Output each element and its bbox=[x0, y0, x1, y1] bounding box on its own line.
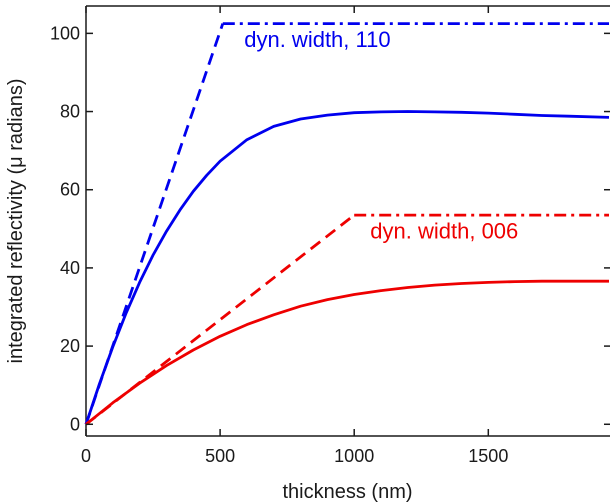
x-tick-label: 0 bbox=[81, 446, 91, 466]
plot-area bbox=[85, 5, 610, 437]
axis-layer: 0 500 1000 1500 0 20 40 60 80 100 bbox=[50, 6, 610, 466]
annotation-layer: dyn. width, 110 dyn. width, 006 bbox=[244, 27, 518, 244]
y-tick-label: 80 bbox=[60, 102, 80, 122]
x-tick-label: 1500 bbox=[468, 446, 508, 466]
y-axis-title: integrated reflectivity (μ radians) bbox=[5, 79, 27, 364]
y-tick-label: 100 bbox=[50, 23, 80, 43]
x-tick-label: 1000 bbox=[334, 446, 374, 466]
series-line bbox=[84, 23, 225, 425]
y-tick-label: 0 bbox=[70, 414, 80, 434]
series-line bbox=[85, 279, 609, 426]
series-layer bbox=[84, 22, 610, 426]
series-annotation-label: dyn. width, 110 bbox=[244, 27, 390, 52]
x-axis-title: thickness (nm) bbox=[282, 481, 412, 503]
y-tick-label: 60 bbox=[60, 180, 80, 200]
series-line bbox=[84, 110, 610, 425]
series-annotation-label: dyn. width, 006 bbox=[370, 219, 518, 244]
y-tick-label: 40 bbox=[60, 258, 80, 278]
y-tick-label: 20 bbox=[60, 336, 80, 356]
x-tick-label: 500 bbox=[205, 446, 235, 466]
